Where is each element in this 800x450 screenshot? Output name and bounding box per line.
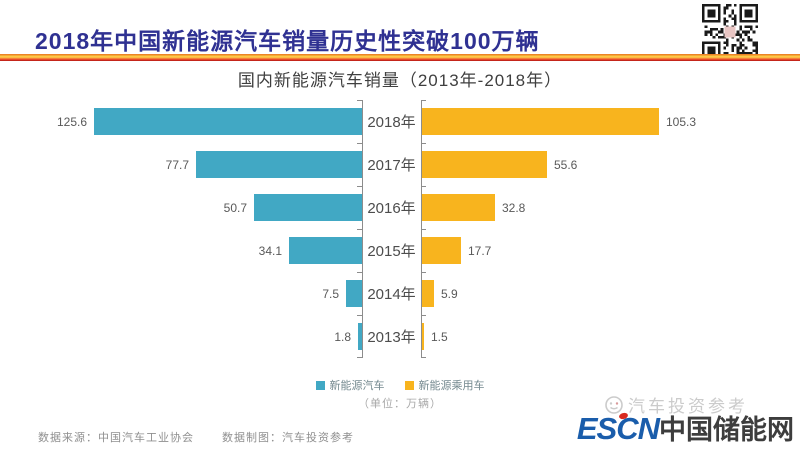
axis-tick bbox=[357, 100, 362, 101]
qr-code-icon bbox=[702, 4, 758, 60]
bar-nev bbox=[358, 323, 362, 350]
unit-label: （单位：万辆） bbox=[358, 398, 442, 410]
axis-tick bbox=[421, 272, 426, 273]
bar-value-left: 77.7 bbox=[165, 157, 189, 172]
escn-logo-cn: 中国储能网 bbox=[659, 415, 794, 445]
data-credit-label: 数据制图：汽车投资参考 bbox=[222, 432, 354, 444]
bar-value-left: 34.1 bbox=[258, 243, 282, 258]
bar-nev-passenger bbox=[421, 323, 424, 350]
legend-swatch-icon bbox=[404, 380, 414, 390]
bar-nev bbox=[196, 151, 362, 178]
bar-value-right: 32.8 bbox=[502, 200, 526, 215]
axis-tick bbox=[357, 186, 362, 187]
footer-notes: 数据来源：中国汽车工业协会 数据制图：汽车投资参考 bbox=[38, 429, 382, 445]
watermark-text: 汽车投资参考 bbox=[628, 397, 748, 416]
legend-item: 新能源汽车 bbox=[315, 377, 385, 393]
year-label: 2018年 bbox=[367, 114, 416, 131]
watermark-logo: 汽车投资参考 bbox=[604, 392, 748, 417]
page-title: 2018年中国新能源汽车销量历史性突破100万辆 bbox=[35, 28, 540, 54]
axis-left bbox=[362, 100, 363, 358]
year-label: 2014年 bbox=[367, 286, 416, 303]
data-source-label: 数据来源：中国汽车工业协会 bbox=[38, 432, 194, 444]
axis-tick bbox=[357, 272, 362, 273]
bar-nev-passenger bbox=[421, 280, 434, 307]
year-label: 2016年 bbox=[367, 200, 416, 217]
axis-tick bbox=[421, 229, 426, 230]
escn-logo: ESCN 中国储能网 bbox=[577, 408, 794, 447]
chart-row: 50.7 2016年 32.8 bbox=[0, 186, 800, 229]
chart-row: 7.5 2014年 5.9 bbox=[0, 272, 800, 315]
watermark-face-icon bbox=[605, 395, 623, 414]
chart-row: 1.8 2013年 1.5 bbox=[0, 315, 800, 358]
year-label: 2013年 bbox=[367, 329, 416, 346]
axis-tick bbox=[421, 143, 426, 144]
bar-value-right: 17.7 bbox=[468, 243, 492, 258]
legend-swatch-icon bbox=[315, 380, 325, 390]
bar-nev bbox=[254, 194, 362, 221]
year-label: 2017年 bbox=[367, 157, 416, 174]
year-label: 2015年 bbox=[367, 243, 416, 260]
axis-tick bbox=[357, 229, 362, 230]
axis-tick bbox=[421, 315, 426, 316]
axis-tick bbox=[421, 186, 426, 187]
axis-tick bbox=[421, 357, 426, 358]
tornado-bar-chart: 125.6 2018年 105.3 77.7 2017年 55.6 50.7 2016年 32.… bbox=[0, 100, 800, 358]
axis-tick bbox=[357, 143, 362, 144]
chart-row: 77.7 2017年 55.6 bbox=[0, 143, 800, 186]
bar-nev-passenger bbox=[421, 237, 461, 264]
escn-logo-en: ESCN bbox=[576, 411, 660, 446]
chart-rows: 125.6 2018年 105.3 77.7 2017年 55.6 50.7 2016年 32.… bbox=[0, 100, 800, 358]
bar-value-right: 5.9 bbox=[441, 286, 458, 301]
bar-value-left: 1.8 bbox=[334, 329, 351, 344]
bar-value-left: 125.6 bbox=[56, 114, 87, 129]
bar-value-left: 50.7 bbox=[223, 200, 247, 215]
bar-nev bbox=[94, 108, 362, 135]
bar-nev-passenger bbox=[421, 108, 659, 135]
axis-tick bbox=[421, 100, 426, 101]
bar-nev-passenger bbox=[421, 194, 495, 221]
bar-value-left: 7.5 bbox=[322, 286, 339, 301]
bar-nev bbox=[346, 280, 362, 307]
bar-value-right: 55.6 bbox=[554, 157, 578, 172]
bar-value-right: 105.3 bbox=[666, 114, 697, 129]
bar-value-right: 1.5 bbox=[431, 329, 448, 344]
legend-label: 新能源汽车 bbox=[329, 380, 385, 392]
axis-tick bbox=[357, 315, 362, 316]
chart-row: 34.1 2015年 17.7 bbox=[0, 229, 800, 272]
title-underline bbox=[0, 54, 800, 61]
bar-nev-passenger bbox=[421, 151, 547, 178]
axis-tick bbox=[357, 357, 362, 358]
chart-title: 国内新能源汽车销量（2013年-2018年） bbox=[237, 71, 563, 90]
legend-item: 新能源乘用车 bbox=[404, 377, 485, 393]
legend-label: 新能源乘用车 bbox=[418, 380, 485, 392]
chart-row: 125.6 2018年 105.3 bbox=[0, 100, 800, 143]
chart-legend: 新能源汽车 新能源乘用车 bbox=[0, 377, 800, 393]
bar-nev bbox=[289, 237, 362, 264]
